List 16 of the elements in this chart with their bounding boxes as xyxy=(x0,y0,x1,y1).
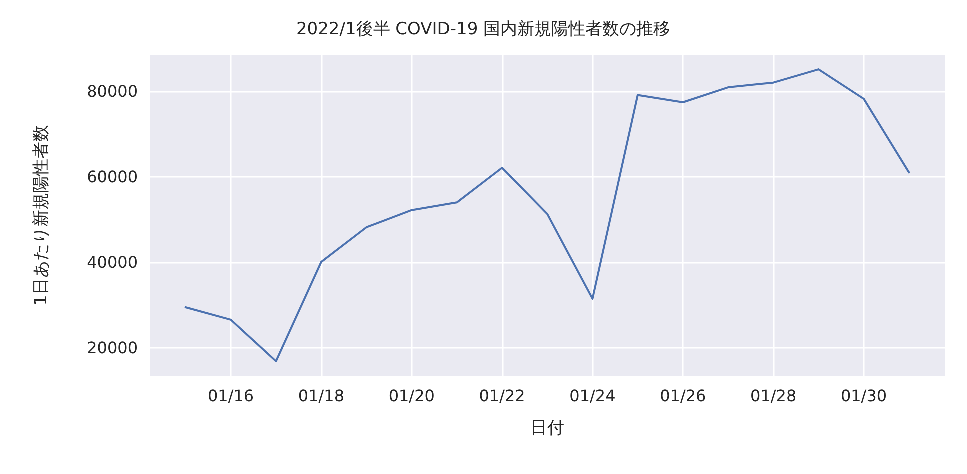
x-tick-label: 01/16 xyxy=(208,386,254,406)
y-tick-label: 80000 xyxy=(87,82,138,101)
y-axis-title: 1日あたり新規陽性者数 xyxy=(32,125,52,306)
y-tick-label: 40000 xyxy=(87,253,138,272)
x-tick-label: 01/22 xyxy=(479,386,526,406)
x-tick-label: 01/20 xyxy=(388,386,435,406)
x-tick-label: 01/28 xyxy=(750,386,797,406)
x-tick-label: 01/26 xyxy=(660,386,706,406)
x-axis-title: 日付 xyxy=(530,418,564,438)
x-tick-label: 01/24 xyxy=(570,386,616,406)
line-series xyxy=(184,68,910,362)
y-tick-label: 20000 xyxy=(87,338,138,358)
x-tick-label: 01/30 xyxy=(840,386,888,406)
chart-title: 2022/1後半 COVID-19 国内新規陽性者数の推移 xyxy=(296,20,671,40)
y-tick-label: 60000 xyxy=(87,167,138,186)
x-tick-label: 01/18 xyxy=(298,386,344,406)
